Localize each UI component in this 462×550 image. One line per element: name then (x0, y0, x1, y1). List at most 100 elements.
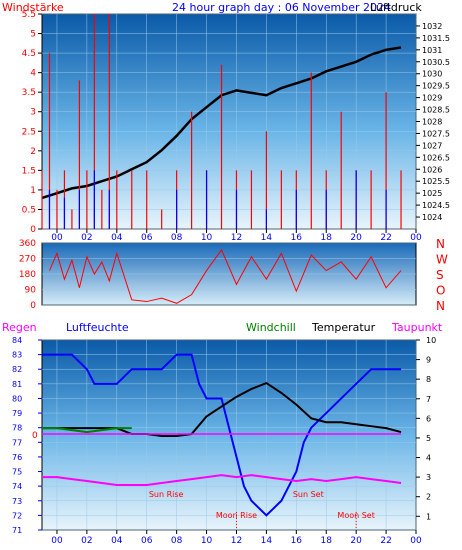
x-tick-label: 18 (321, 233, 333, 243)
x-tick-label: 08 (171, 233, 183, 243)
wind-direction-line (49, 248, 402, 304)
compass-label: W (436, 253, 448, 267)
x-tick-label: 22 (380, 233, 391, 243)
temperature-label: Temperatur (311, 321, 376, 334)
x-tick-label: 20 (350, 536, 362, 546)
temperatur-line (42, 381, 402, 437)
right-tick-label: 8 (426, 375, 431, 384)
humidity-label: Luftfeuchte (66, 321, 129, 334)
left-tick-label: 80 (12, 394, 22, 403)
x-tick-label: 00 (51, 233, 63, 243)
chart-title: 24 hour graph day : 06 November 2024 (172, 1, 391, 14)
windchill-line (42, 427, 132, 434)
left-tick-label: 0.5 (22, 205, 36, 215)
right-tick-label: 2 (426, 493, 431, 502)
windchill-label: Windchill (246, 321, 296, 334)
compass-label: N (436, 299, 445, 313)
right-tick-label: 1032 (422, 22, 442, 31)
left-tick-label: 2.5 (22, 127, 36, 137)
right-tick-label: 6 (426, 414, 431, 423)
right-tick-label: 1024 (422, 213, 442, 222)
left-tick-label: 5.5 (22, 10, 36, 20)
panel3-plot (41, 339, 417, 531)
event-label: Sun Set (293, 490, 324, 499)
left-tick-label: 73 (12, 497, 22, 506)
x-tick-label: 10 (201, 536, 213, 546)
panel3-left-axis: 71 72 73 74 75 76 77 78 79 80 81 82 83 84 (12, 336, 42, 535)
right-tick-label: 5 (426, 434, 431, 443)
compass-label: N (436, 237, 445, 251)
left-tick-label: 3.5 (22, 88, 36, 98)
panel3-grid (42, 339, 417, 531)
right-tick-label: 1 (426, 512, 431, 521)
right-tick-label: 1027 (422, 141, 442, 150)
left-tick-label: 360 (19, 239, 36, 249)
x-tick-label: 02 (81, 536, 92, 546)
right-tick-label: 1024.5 (422, 201, 450, 210)
left-tick-label: 4 (30, 69, 36, 79)
right-tick-label: 3 (426, 473, 431, 482)
right-tick-label: 1030 (422, 70, 442, 79)
right-tick-label: 7 (426, 395, 431, 404)
right-tick-label: 1029.5 (422, 82, 450, 91)
panel3-series (42, 353, 402, 517)
left-tick-label: 71 (12, 526, 22, 535)
right-tick-label: 10 (426, 336, 436, 345)
left-tick-label: 4.5 (22, 49, 36, 59)
right-tick-label: 1028 (422, 118, 442, 127)
right-tick-label: 1030.5 (422, 58, 450, 67)
compass-label: S (436, 268, 444, 282)
panel1-plot (41, 13, 417, 230)
x-tick-label: 20 (350, 233, 362, 243)
x-tick-label: 18 (321, 536, 333, 546)
x-tick-label: 14 (261, 233, 273, 243)
x-tick-label: 16 (291, 233, 303, 243)
left-tick-label: 1 (30, 186, 36, 196)
left-tick-label: 81 (12, 380, 22, 389)
x-tick-label: 04 (111, 536, 123, 546)
right-tick-label: 1025 (422, 189, 442, 198)
left-tick-label: 78 (12, 424, 22, 433)
left-tick-label: 3 (30, 108, 36, 118)
left-tick-label: 0 (30, 301, 36, 311)
x-tick-label: 12 (231, 233, 242, 243)
x-tick-label: 08 (171, 536, 183, 546)
left-tick-label: 75 (12, 468, 22, 477)
panel1-series (41, 14, 402, 229)
left-tick-label: 84 (12, 336, 22, 345)
right-tick-label: 1028.5 (422, 106, 450, 115)
right-tick-label: 4 (426, 454, 431, 463)
left-tick-label: 72 (12, 511, 22, 520)
left-tick-label: 83 (12, 351, 22, 360)
panel1-x-axis: 00 02 04 06 08 10 12 14 16 18 20 22 00 (51, 229, 422, 243)
right-tick-label: 1031.5 (422, 34, 450, 43)
panel2-left-axis: 0 90 180 270 360 (19, 239, 36, 311)
left-tick-label: 0 (30, 225, 36, 235)
event-label: Sun Rise (149, 490, 184, 499)
left-tick-label: 79 (12, 409, 22, 418)
right-tick-label: 1031 (422, 46, 442, 55)
x-tick-label: 02 (81, 233, 92, 243)
x-tick-label: 12 (231, 536, 242, 546)
x-tick-label: 06 (141, 536, 153, 546)
panel1-left-axis: 0 0.5 1 1.5 2 2.5 3 3.5 4 4.5 5 5.5 (22, 10, 42, 235)
x-tick-label: 00 (410, 536, 422, 546)
right-tick-label: 9 (426, 356, 431, 365)
left-tick-label: 2 (30, 147, 36, 157)
left-tick-label: 5 (30, 30, 36, 40)
rain-label: Regen (2, 321, 37, 334)
left-tick-label: 76 (12, 453, 22, 462)
taupunkt-line (42, 474, 402, 486)
luftfeuchte-line (42, 353, 402, 517)
dewpoint-label: Taupunkt (391, 321, 443, 334)
x-tick-label: 04 (111, 233, 123, 243)
right-tick-label: 1025.5 (422, 177, 450, 186)
left-tick-label: 1.5 (22, 166, 36, 176)
right-tick-label: 1027.5 (422, 129, 450, 138)
left-tick-label: 180 (19, 270, 36, 280)
wind-speed-label: Windstärke (2, 1, 64, 14)
panel2-grid (42, 242, 416, 306)
x-tick-label: 06 (141, 233, 153, 243)
